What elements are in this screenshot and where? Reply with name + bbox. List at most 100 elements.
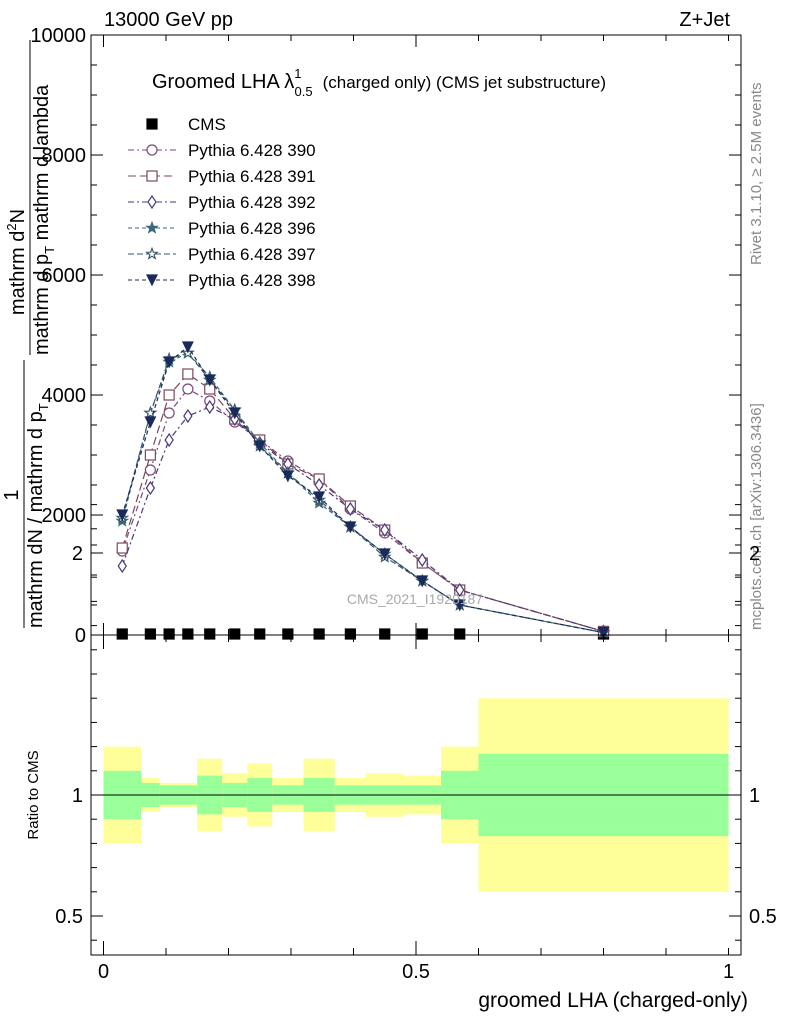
data-point: [254, 628, 266, 640]
ratio-ytick-label: 1: [72, 785, 83, 807]
ratio-ytick-label: 0.5: [55, 906, 83, 928]
data-point: [344, 628, 356, 640]
data-point: [416, 628, 428, 640]
main-panel: 0 2000 4000 6000 8000 10000 CMS_2021_I1920187…: [30, 25, 742, 647]
data-point: [181, 341, 194, 354]
ratio-ytick-label: 2: [72, 543, 83, 565]
data-point: [144, 464, 156, 476]
series-line: [121, 406, 604, 632]
data-point: [144, 416, 157, 429]
data-point: [163, 407, 175, 419]
data-point: [313, 628, 325, 640]
xtick-label: 1: [723, 961, 734, 983]
legend-label: CMS: [188, 115, 226, 134]
xtick-label: 0: [98, 961, 109, 983]
data-point: [117, 558, 127, 574]
rivet-label: Rivet 3.1.10, ≥ 2.5M events: [748, 83, 765, 266]
main-ytick-labels: 0 2000 4000 6000 8000 10000: [30, 25, 86, 647]
legend-entry: Pythia 6.428 392: [128, 193, 316, 212]
ratio-ytick-label-right: 2: [749, 543, 760, 565]
ylabel-denom-1: mathrm dN / mathrm d pT: [25, 403, 51, 628]
data-point: [228, 407, 241, 420]
watermark: CMS_2021_I1920187: [347, 591, 483, 607]
data-point: [143, 405, 158, 419]
data-point: [417, 552, 427, 568]
legend-entry: Pythia 6.428 398: [128, 271, 316, 290]
data-point: [314, 477, 324, 493]
legend-label: Pythia 6.428 392: [188, 193, 316, 212]
ratio-ytick-label-right: 0.5: [749, 906, 777, 928]
data-point: [183, 408, 193, 424]
legend: CMS Pythia 6.428 390 Pythia 6.428 391 Pythi…: [128, 115, 316, 290]
legend-label: Pythia 6.428 398: [188, 271, 316, 290]
legend-entry: Pythia 6.428 391: [128, 167, 316, 186]
main-title: Groomed LHA λ1 0.5 (charged only) (CMS jet…: [152, 66, 606, 99]
main-ytick-label: 2000: [42, 505, 87, 527]
ylabel-numer-1: 1: [1, 489, 23, 500]
main-series: [115, 341, 611, 640]
main-ytick-label: 10000: [30, 25, 86, 47]
data-point: [203, 374, 216, 387]
main-ylabel: 1 mathrm dN / mathrm d pT mathrm d2N mat…: [1, 40, 57, 628]
data-point: [145, 480, 156, 496]
data-point: [163, 356, 176, 369]
header-left: 13000 GeV pp: [104, 9, 233, 31]
data-point: [163, 628, 175, 640]
mcplots-label: mcplots.cern.ch [arXiv:1306.3436]: [748, 403, 765, 630]
ylabel-denom-2: mathrm d pT mathrm d lambda: [31, 84, 57, 355]
legend-label: Pythia 6.428 390: [188, 141, 316, 160]
main-ytick-label: 8000: [42, 145, 87, 167]
ratio-ytick-labels-right: 0.5 1 2: [749, 543, 777, 928]
data-point: [116, 628, 128, 640]
data-point: [116, 542, 128, 554]
ylabel-numer-2: mathrm d2N: [4, 209, 29, 315]
main-ytick-label: 4000: [42, 385, 87, 407]
data-point: [144, 449, 156, 461]
data-point: [379, 628, 391, 640]
legend-marker: [146, 118, 158, 130]
legend-label: Pythia 6.428 391: [188, 167, 316, 186]
data-point: [455, 582, 465, 598]
ratio-ylabel: Ratio to CMS: [25, 750, 42, 839]
header-right: Z+Jet: [679, 9, 730, 31]
legend-entry: Pythia 6.428 396: [128, 219, 316, 238]
legend-entry: Pythia 6.428 390: [128, 141, 316, 160]
data-point: [597, 626, 610, 639]
data-point: [182, 628, 194, 640]
xtick-label: 0.5: [402, 961, 430, 983]
data-point: [205, 399, 215, 415]
x-axis-label: groomed LHA (charged-only): [478, 989, 748, 1012]
ratio-ytick-label-right: 1: [749, 785, 760, 807]
data-point: [453, 599, 466, 612]
series-line: [121, 346, 604, 634]
data-point: [253, 440, 266, 453]
legend-marker: [146, 274, 158, 287]
data-point: [229, 628, 241, 640]
data-point: [454, 628, 466, 640]
data-point: [182, 368, 194, 380]
data-point: [378, 548, 391, 561]
data-point: [163, 389, 175, 401]
data-point: [282, 628, 294, 640]
data-point: [281, 470, 294, 483]
data-point: [182, 383, 194, 395]
legend-entry: Pythia 6.428 397: [128, 245, 316, 264]
data-point: [164, 432, 174, 448]
legend-marker: [146, 144, 158, 156]
main-ytick-label: 0: [75, 625, 86, 647]
ratio-ticks: [91, 504, 741, 955]
main-ticks: [91, 34, 741, 636]
data-point: [345, 501, 356, 517]
legend-entry: CMS: [146, 115, 226, 134]
series-6: [116, 341, 610, 639]
main-ytick-label: 6000: [42, 265, 87, 287]
series-0: [116, 628, 610, 640]
data-point: [416, 575, 429, 588]
legend-label: Pythia 6.428 397: [188, 245, 316, 264]
legend-marker: [147, 194, 157, 210]
data-point: [204, 628, 216, 640]
legend-label: Pythia 6.428 396: [188, 219, 316, 238]
data-point: [344, 521, 357, 534]
data-point: [380, 522, 390, 538]
